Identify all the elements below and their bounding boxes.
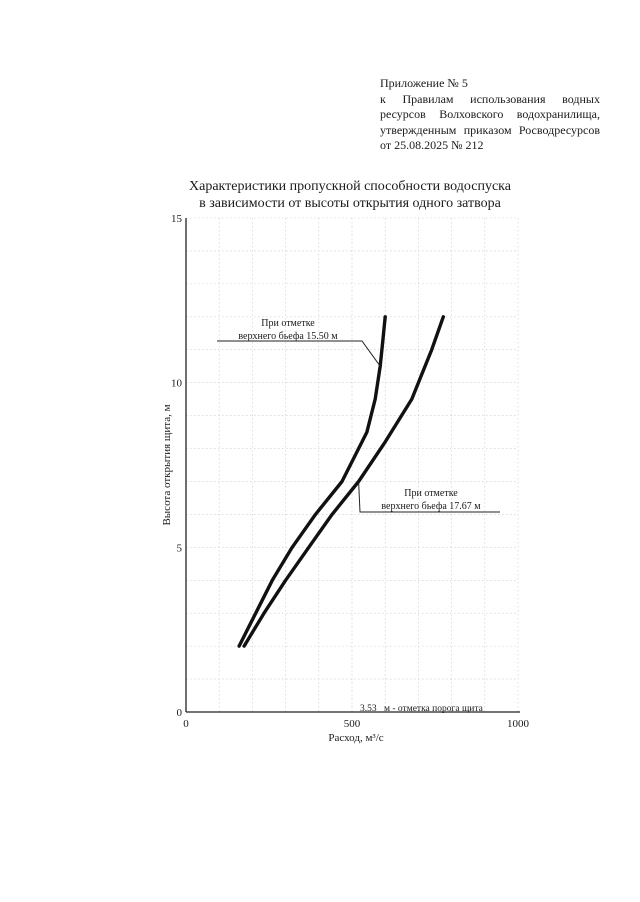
chart-title-line2: в зависимости от высоты открытия одного … xyxy=(199,196,501,211)
threshold-note: м - отметка порога щита xyxy=(384,704,484,714)
y-tick-label: 0 xyxy=(177,707,183,719)
y-tick-label: 5 xyxy=(177,542,183,554)
chart-title: Характеристики пропускной способности во… xyxy=(150,178,550,212)
y-tick-label: 15 xyxy=(171,213,183,225)
series-1-label-line1: При отметке xyxy=(261,318,315,329)
x-axis-label: Расход, м³/с xyxy=(328,732,383,744)
chart-labels: Высота открытия щита, м Расход, м³/с При… xyxy=(161,318,484,744)
x-tick-label: 500 xyxy=(344,718,361,730)
chart-series xyxy=(217,315,500,648)
series-2-label-line2: верхнего бьефа 17.67 м xyxy=(381,501,481,512)
x-tick-label: 0 xyxy=(183,718,189,730)
series-1-label-line2: верхнего бьефа 15.50 м xyxy=(238,331,338,342)
series-1-curve xyxy=(237,315,387,648)
threshold-value: 3.53 xyxy=(360,704,377,714)
series-1-leader-line xyxy=(217,340,381,367)
appendix-header: Приложение № 5 к Правилам использования … xyxy=(380,76,600,154)
series-2-curve xyxy=(242,315,445,648)
chart-title-line1: Характеристики пропускной способности во… xyxy=(189,179,511,194)
series-2-leader-line xyxy=(358,481,500,513)
appendix-reservoir-line: ресурсов Волховского водохранилища, xyxy=(380,107,600,121)
x-tick-label: 1000 xyxy=(507,718,530,730)
appendix-rules-line: к Правилам использования водных xyxy=(380,91,600,106)
series-2-label-line1: При отметке xyxy=(404,488,458,499)
appendix-number: Приложение № 5 xyxy=(380,76,468,90)
y-tick-label: 10 xyxy=(171,378,183,390)
appendix-date-line: от 25.08.2025 № 212 xyxy=(380,138,484,152)
y-axis-label: Высота открытия щита, м xyxy=(161,404,173,525)
chart-axes: 0 5 10 15 0 500 1000 xyxy=(171,213,530,730)
chart-grid xyxy=(186,217,519,712)
appendix-order-line: утвержденным приказом Росводресурсов xyxy=(380,122,600,137)
